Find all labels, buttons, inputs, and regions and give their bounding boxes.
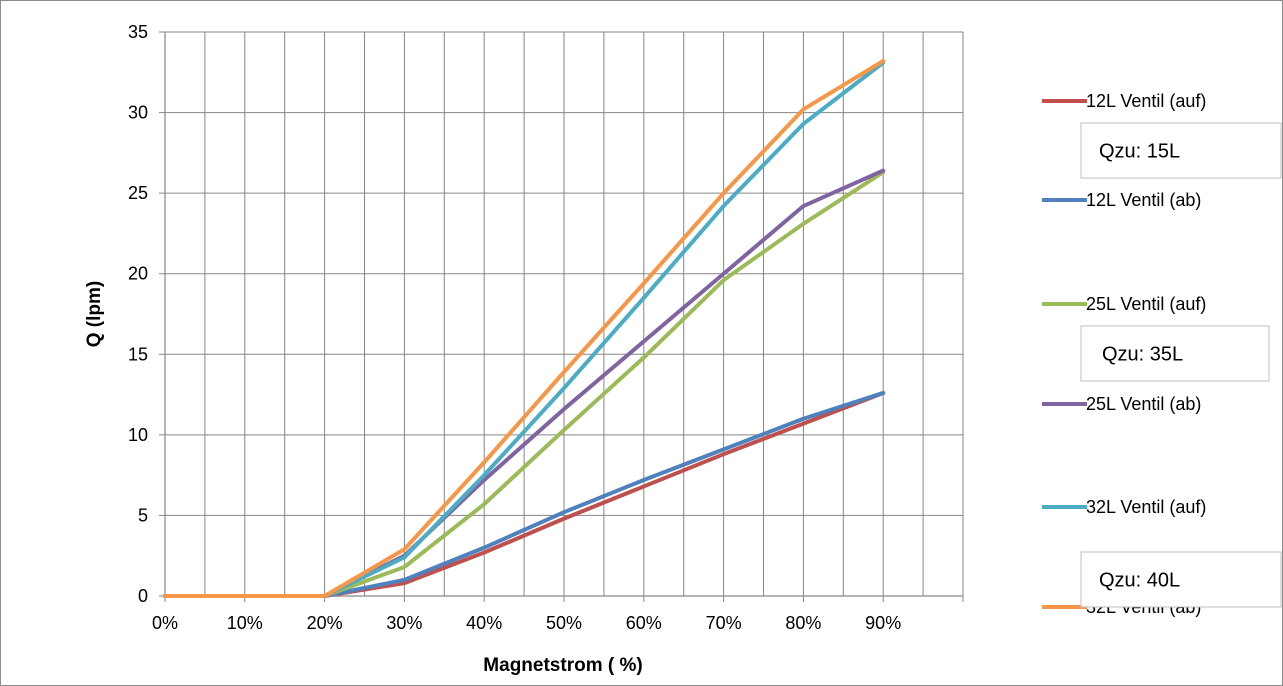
annotation-box [1080,325,1270,382]
annotation-box [1080,551,1282,608]
x-tick-labels: 0% 10% 20% 30% 40% 50% 60% 70% 80% 90% [152,613,901,633]
y-tick-label: 20 [128,264,148,284]
legend-label: 25L Ventil (ab) [1086,394,1201,414]
y-tick-label: 25 [128,183,148,203]
series-line [163,59,886,598]
x-tick-label: 30% [386,613,422,633]
y-axis-title: Q (lpm) [84,281,105,348]
legend-label: 12L Ventil (auf) [1086,91,1206,111]
x-tick-label: 60% [626,613,662,633]
annotation-text: Qzu: 35L [1102,344,1183,366]
y-tick-label: 35 [128,22,148,42]
series-lines [163,59,886,598]
legend-label: 12L Ventil (ab) [1086,190,1201,210]
y-tick-labels: 0 5 10 15 20 25 30 35 [128,22,148,606]
plot-grid [159,31,964,602]
x-tick-label: 40% [466,613,502,633]
x-tick-label: 70% [706,613,742,633]
y-tick-label: 30 [128,103,148,123]
y-tick-label: 15 [128,344,148,364]
legend-label: 25L Ventil (auf) [1086,294,1206,314]
x-tick-label: 50% [546,613,582,633]
y-tick-label: 5 [138,505,148,525]
x-tick-label: 20% [307,613,343,633]
x-tick-label: 10% [227,613,263,633]
x-tick-label: 80% [785,613,821,633]
x-axis-title: Magnetstrom ( %) [483,655,642,676]
flow-annotations: Qzu: 15L Qzu: 35L Qzu: 40L [1080,122,1282,608]
y-tick-label: 0 [138,586,148,606]
x-tick-label: 0% [152,613,178,633]
annotation-text: Qzu: 40L [1099,570,1180,592]
annotation-text: Qzu: 15L [1099,141,1180,163]
annotation-box [1080,122,1282,179]
y-tick-label: 10 [128,425,148,445]
x-tick-label: 90% [865,613,901,633]
legend-label: 32L Ventil (auf) [1086,497,1206,517]
